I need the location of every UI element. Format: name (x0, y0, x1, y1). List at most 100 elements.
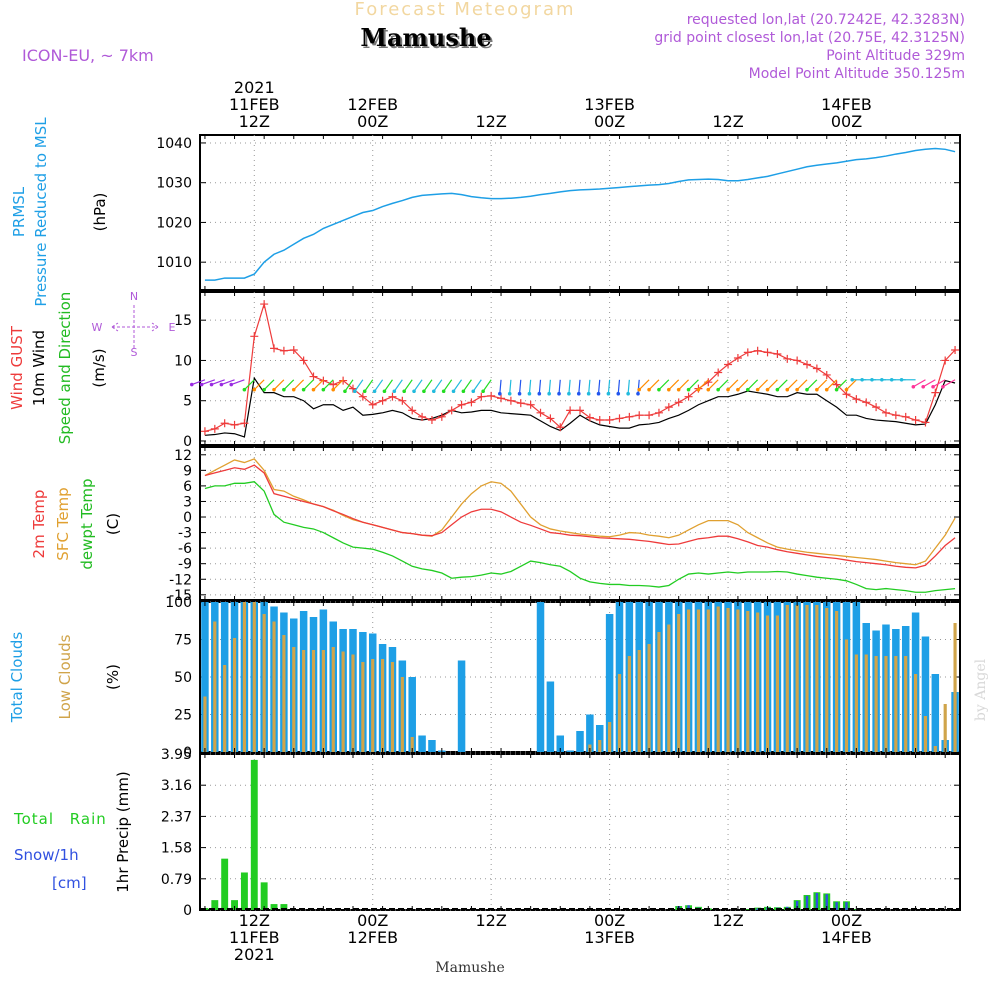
snow-bar (815, 893, 819, 910)
low-clouds-bar (765, 615, 770, 752)
low-clouds-bar (292, 647, 296, 752)
y-tick-label: 3 (183, 494, 192, 510)
wind-direction-arrowhead (219, 382, 224, 387)
wind-direction-arrowhead (209, 382, 214, 387)
wind-direction-arrowhead (576, 391, 581, 396)
total-clouds-bar (921, 636, 930, 752)
rain-bar (221, 858, 229, 910)
gust-marker (862, 398, 871, 407)
wind-direction-arrowhead (498, 391, 502, 396)
compass-w: W (92, 321, 103, 334)
total-clouds-bar (201, 602, 209, 752)
wind-direction-arrowhead (262, 387, 266, 392)
gust-marker (536, 408, 545, 417)
wind-direction-arrow (942, 379, 956, 388)
wind-direction-arrow (597, 379, 601, 394)
wind-direction-arrowhead (321, 387, 326, 392)
top-time-label: 2021 (234, 78, 275, 97)
rain-bar (211, 900, 219, 910)
wind-direction-arrowhead (331, 387, 336, 392)
rain-bar (260, 882, 268, 910)
gust-marker (615, 414, 624, 423)
y-tick-label: 0.79 (161, 872, 192, 888)
low-clouds-bar (726, 608, 730, 752)
low-clouds-bar (686, 609, 691, 752)
top-time-label: 12Z (239, 112, 270, 131)
y-tick-label: 3.16 (161, 778, 192, 794)
low-clouds-bar (400, 677, 404, 752)
label-dewpt-temp: dewpt Temp (78, 478, 96, 569)
gust-marker (467, 398, 476, 407)
wind-direction-arrow (747, 379, 759, 391)
low-clouds-bar (223, 665, 227, 752)
wind-direction-arrowhead (647, 387, 651, 392)
gust-marker (951, 345, 960, 354)
wind-direction-arrowhead (586, 391, 591, 396)
wind-direction-arrowhead (911, 384, 916, 389)
low-clouds-bar (953, 623, 957, 752)
low-clouds-bar (608, 722, 612, 752)
gust-marker (595, 416, 604, 425)
y-tick-label: 75 (174, 633, 192, 649)
total-clouds-bar (931, 674, 940, 752)
gust-marker (556, 423, 565, 432)
label-pressure-msl: Pressure Reduced to MSL (32, 117, 50, 307)
wind-direction-arrow (776, 379, 788, 391)
rain-bar (250, 759, 258, 910)
gust-marker (783, 354, 792, 363)
low-clouds-bar (785, 605, 789, 752)
label-sfc-temp: SFC Temp (54, 487, 72, 560)
gust-marker (200, 427, 209, 436)
wind-direction-arrowhead (422, 389, 426, 394)
gust-marker (457, 400, 466, 409)
low-clouds-bar (410, 737, 414, 752)
gust-marker (773, 350, 782, 359)
low-clouds-bar (311, 650, 316, 752)
wind-direction-arrowhead (870, 377, 874, 382)
wind-direction-arrow (548, 379, 551, 394)
time-axis-labels: PRMSL Pressure Reduced to MSL (hPa) Wind GU… (8, 78, 872, 964)
gust-marker (733, 354, 742, 363)
gust-marker (427, 416, 436, 425)
wind-direction-arrow (627, 379, 630, 394)
gust-marker (378, 396, 387, 405)
snow-bar (825, 894, 828, 910)
wind-direction-arrowhead (765, 387, 770, 392)
y-tick-label: 2.37 (161, 809, 192, 825)
bottom-time-label: 11FEB (229, 928, 280, 947)
wind-direction-arrowhead (362, 389, 367, 394)
wind-direction-arrowhead (745, 387, 750, 392)
top-time-label: 14FEB (821, 95, 872, 114)
wind-direction-arrow (403, 379, 413, 392)
wind-direction-arrow (283, 379, 295, 391)
wind-direction-arrow (313, 379, 324, 391)
low-clouds-bar (272, 621, 276, 752)
label-hpa: (hPa) (91, 193, 109, 232)
wind-direction-arrow (538, 379, 542, 394)
wind-direction-arrow (191, 379, 206, 386)
gust-marker (447, 406, 456, 415)
wind-direction-arrowhead (921, 384, 926, 389)
y-tick-label: 1030 (156, 176, 192, 192)
wind-direction-arrow (707, 379, 719, 391)
y-tick-label: 1010 (156, 255, 192, 271)
wind-direction-arrow (757, 379, 768, 391)
low-clouds-bar (242, 602, 246, 752)
total-clouds-bar (556, 735, 565, 752)
label-prmsl: PRMSL (10, 186, 28, 237)
gust-marker (576, 406, 584, 415)
y-tick-label: 3.95 (161, 747, 192, 763)
top-time-label: 11FEB (229, 95, 280, 114)
panel-clouds: 0 25 50 75 100 (165, 595, 961, 761)
wind-direction-arrowhead (353, 389, 357, 394)
wind-direction-arrowhead (736, 387, 740, 392)
compass-e: E (169, 321, 176, 334)
wind-direction-arrow (932, 379, 946, 388)
wind-direction-arrowhead (637, 387, 641, 392)
wind-direction-arrowhead (676, 387, 681, 392)
wind-direction-arrowhead (805, 387, 809, 392)
wind-direction-arrow (922, 379, 936, 388)
top-time-label: 00Z (594, 112, 625, 131)
top-time-label: 12Z (712, 112, 743, 131)
